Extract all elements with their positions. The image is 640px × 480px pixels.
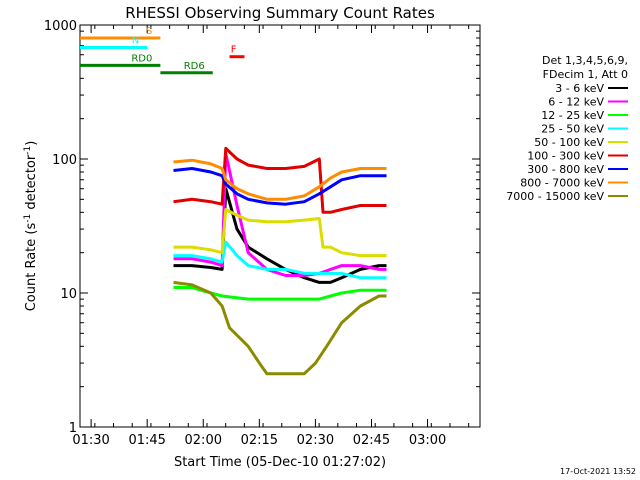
legend-header: FDecim 1, Att 0 xyxy=(543,68,628,81)
series-line xyxy=(173,167,387,206)
legend: Det 1,3,4,5,6,9,FDecim 1, Att 03 - 6 keV… xyxy=(506,54,628,203)
status-bar-label: S xyxy=(146,26,152,37)
y-axis-label-sup1: -1 xyxy=(23,214,33,223)
axis-ticks: 1 10 100 1000 01:30 01:45 02:00 02:15 02:30 02:45… xyxy=(44,19,480,448)
legend-entry-label: 50 - 100 keV xyxy=(534,136,604,149)
status-bar-label: RD0 xyxy=(131,53,152,64)
legend-entry-label: 6 - 12 keV xyxy=(548,96,604,109)
x-axis-label: Start Time (05-Dec-10 01:27:02) xyxy=(174,455,386,470)
y-axis-label-main: Count Rate (s xyxy=(24,223,39,312)
x-tick-label: 02:30 xyxy=(297,433,334,448)
status-bar-label: N xyxy=(132,35,139,46)
series-line xyxy=(173,158,387,201)
series-line xyxy=(173,146,387,214)
x-tick-label: 02:45 xyxy=(353,433,390,448)
y-axis-label: Count Rate (s-1 detector-1) xyxy=(23,141,39,312)
legend-header: Det 1,3,4,5,6,9, xyxy=(542,54,628,67)
status-bars: SN F RD0 RD6 xyxy=(80,26,245,75)
series-line xyxy=(173,280,387,376)
generated-timestamp: 17-Oct-2021 13:52 xyxy=(560,467,636,476)
y-tick-label: 10 xyxy=(60,287,77,302)
series-line xyxy=(173,208,387,258)
legend-entry-label: 3 - 6 keV xyxy=(555,82,604,95)
y-axis-label-end: ) xyxy=(24,141,39,146)
x-tick-label: 02:00 xyxy=(185,433,222,448)
chart-title: RHESSI Observing Summary Count Rates xyxy=(125,4,435,22)
series-line xyxy=(173,240,387,280)
y-tick-label: 100 xyxy=(52,153,77,168)
y-axis-label-sup2: -1 xyxy=(23,146,33,155)
legend-entry-label: 12 - 25 keV xyxy=(541,109,604,122)
x-tick-label: 01:45 xyxy=(128,433,165,448)
x-tick-label: 03:00 xyxy=(409,433,446,448)
status-bar-label: F xyxy=(231,45,237,56)
legend-entry-label: 800 - 7000 keV xyxy=(520,177,604,190)
legend-entry-label: 300 - 800 keV xyxy=(527,163,604,176)
legend-entry-label: 25 - 50 keV xyxy=(541,123,604,136)
x-tick-label: 01:30 xyxy=(72,433,109,448)
series-line xyxy=(173,152,387,277)
series-line xyxy=(173,187,387,284)
y-axis-label-mid: detector xyxy=(24,154,39,214)
status-bar-label: RD6 xyxy=(184,61,205,72)
y-tick-label: 1000 xyxy=(44,19,77,34)
legend-entry-label: 100 - 300 keV xyxy=(527,150,604,163)
series-lines xyxy=(173,146,387,376)
plot-frame xyxy=(79,24,481,428)
x-tick-label: 02:15 xyxy=(241,433,278,448)
y-tick-label: 1 xyxy=(69,421,77,436)
legend-entry-label: 7000 - 15000 keV xyxy=(506,190,604,203)
